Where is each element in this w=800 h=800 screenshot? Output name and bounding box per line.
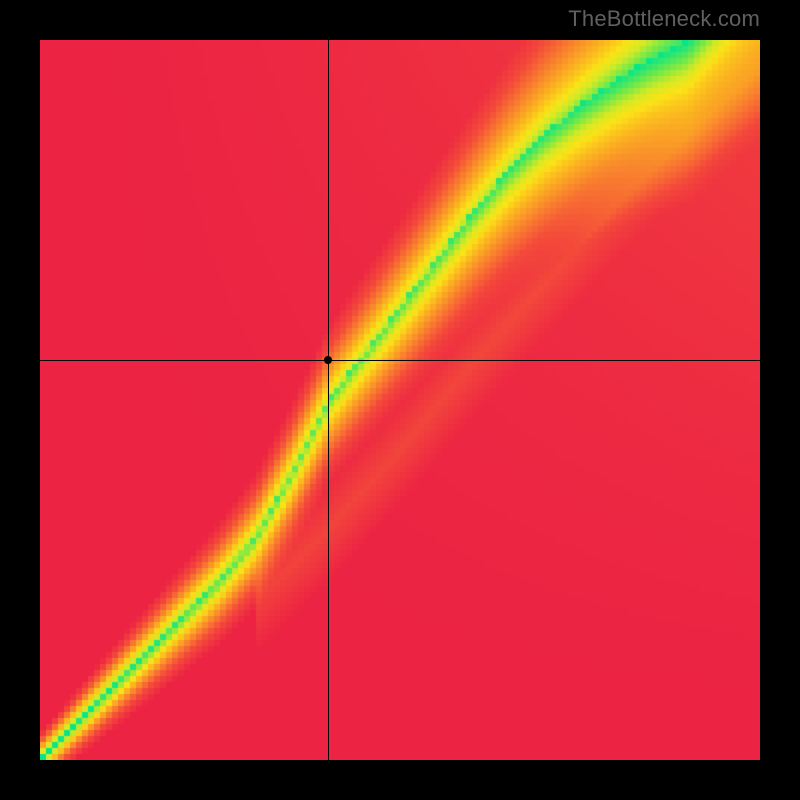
crosshair-horizontal: [40, 360, 760, 361]
chart-container: TheBottleneck.com: [0, 0, 800, 800]
bottleneck-heatmap: [40, 40, 760, 760]
watermark-text: TheBottleneck.com: [568, 6, 760, 32]
crosshair-vertical: [328, 40, 329, 760]
